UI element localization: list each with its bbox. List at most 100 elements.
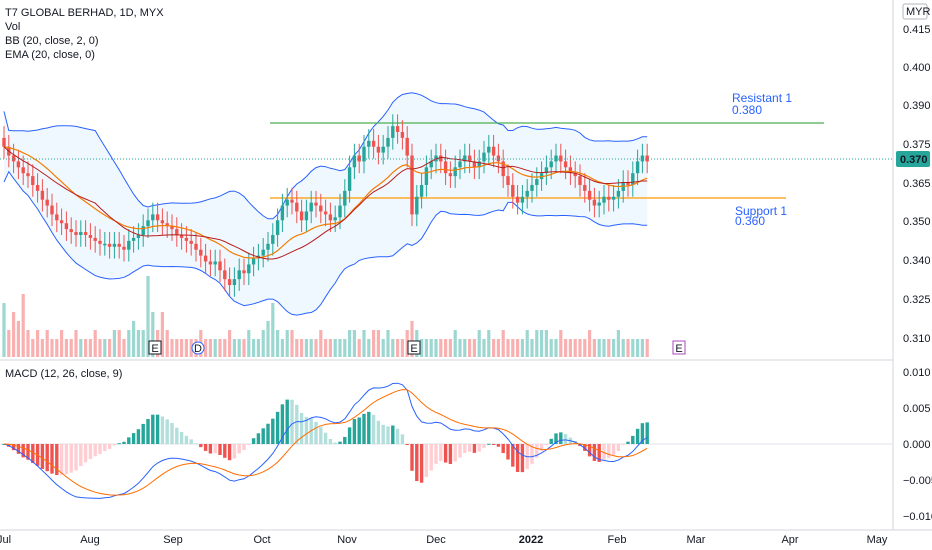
candle-body — [319, 205, 323, 212]
candle-body — [463, 155, 467, 162]
candle-body — [194, 243, 198, 250]
volume-bar — [386, 330, 390, 357]
volume-bar — [184, 339, 188, 357]
volume-bar — [170, 339, 174, 357]
volume-bar — [583, 339, 587, 357]
volume-bar — [189, 339, 193, 357]
volume-bar — [592, 339, 596, 357]
candle-body — [535, 179, 539, 185]
macd-histogram-bar — [112, 444, 117, 446]
candle-body — [314, 202, 318, 206]
volume-bar — [218, 339, 222, 357]
candle-body — [175, 229, 179, 235]
macd-histogram-bar — [395, 428, 400, 444]
candle-body — [554, 155, 558, 162]
candle-body — [155, 214, 160, 221]
macd-histogram-bar — [59, 444, 64, 475]
signal-line — [3, 389, 648, 496]
macd-histogram-bar — [386, 426, 390, 444]
volume-bar — [530, 339, 534, 357]
candle-body — [410, 155, 414, 215]
macd-histogram-bar — [179, 432, 184, 444]
candle-body — [107, 243, 112, 247]
macd-histogram-bar — [141, 423, 145, 444]
macd-histogram-bar — [83, 444, 88, 463]
candle-body — [309, 202, 313, 212]
volume-bar — [424, 339, 428, 357]
volume-bar — [266, 321, 270, 357]
candle-body — [117, 243, 121, 247]
candle-body — [160, 220, 165, 224]
earnings-marker — [148, 340, 162, 355]
candle-body — [31, 176, 35, 185]
candle-body — [515, 196, 520, 203]
volume-bar — [151, 312, 155, 357]
volume-bar — [103, 339, 107, 357]
event-label: D — [194, 343, 202, 355]
volume-bar — [612, 339, 616, 357]
macd-histogram-bar — [607, 444, 611, 459]
candle-body — [568, 167, 573, 174]
volume-bar — [516, 339, 520, 357]
macd-histogram-bar — [535, 444, 539, 458]
candle-body — [419, 184, 424, 197]
volume-bar — [472, 339, 476, 357]
macd-histogram-bar — [218, 444, 222, 455]
candle-body — [453, 167, 457, 177]
candle-body — [184, 237, 189, 241]
volume-bar — [223, 339, 227, 357]
macd-histogram-bar — [415, 444, 419, 482]
macd-histogram-bar — [11, 444, 16, 451]
candle-body — [376, 146, 381, 153]
volume-bar — [7, 330, 11, 357]
macd-histogram-bar — [371, 414, 376, 444]
volume-bar — [520, 339, 524, 357]
volume-bar — [602, 339, 606, 357]
candle-body — [405, 137, 409, 156]
candle-body — [549, 161, 553, 168]
macd-histogram-bar — [448, 444, 453, 464]
candle-body — [21, 167, 25, 174]
macd-histogram-bar — [69, 444, 73, 473]
candle-body — [232, 279, 237, 286]
macd-histogram-bar — [107, 444, 112, 449]
ema-legend: EMA (20, close, 0) — [5, 49, 95, 61]
volume-bar — [448, 339, 452, 357]
current-price-label: 0.370 — [900, 154, 928, 166]
macd-histogram-bar — [559, 432, 563, 444]
macd-histogram-bar — [155, 414, 160, 444]
candle-body — [285, 199, 289, 206]
volume-bar — [213, 339, 217, 357]
candle-body — [487, 146, 491, 153]
macd-histogram-bar — [88, 444, 93, 460]
volume-bar — [372, 330, 376, 357]
volume-bar — [88, 339, 92, 357]
macd-histogram-bar — [520, 444, 525, 473]
macd-histogram-bar — [539, 444, 544, 452]
macd-histogram-bar — [213, 444, 217, 454]
bb-upper-line — [3, 92, 648, 220]
time-tick-label: Sep — [163, 534, 183, 546]
candle-body — [299, 211, 304, 221]
candle-body — [347, 167, 352, 191]
candle-body — [247, 264, 251, 274]
volume-bar — [132, 321, 136, 357]
volume-bar — [280, 339, 284, 357]
volume-bar — [549, 339, 553, 357]
macd-histogram-bar — [515, 444, 520, 472]
candle-body — [616, 190, 621, 197]
candle-body — [103, 243, 107, 246]
volume-bar — [309, 339, 313, 357]
macd-histogram-bar — [208, 444, 213, 454]
candle-body — [635, 161, 640, 174]
macd-histogram-bar — [592, 444, 597, 461]
candle-body — [506, 176, 510, 185]
macd-histogram-bar — [631, 435, 635, 444]
macd-histogram-bar — [55, 444, 59, 476]
volume-bar — [640, 339, 644, 357]
macd-histogram-bar — [362, 413, 366, 444]
macd-histogram-bar — [477, 444, 481, 452]
volume-bar — [338, 339, 342, 357]
candle-body — [88, 235, 93, 238]
